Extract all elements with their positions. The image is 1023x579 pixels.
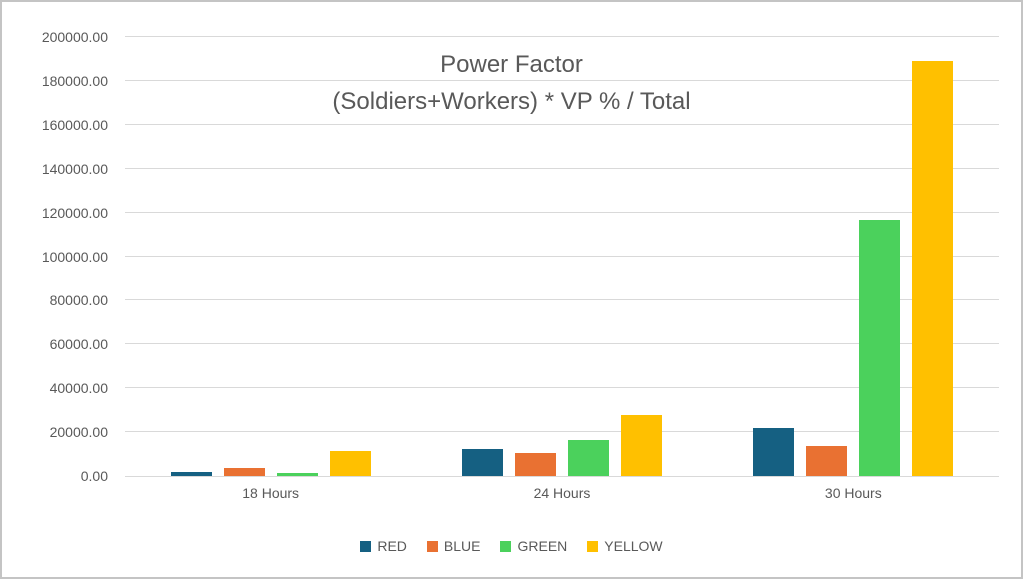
bar-blue-30-hours — [806, 446, 848, 476]
y-tick-label: 200000.00 — [41, 29, 108, 45]
legend-item-yellow: YELLOW — [587, 538, 663, 554]
gridline — [125, 387, 999, 389]
legend-item-blue: BLUE — [426, 538, 481, 554]
legend-label: BLUE — [443, 538, 481, 554]
bar-group-24-hours — [416, 37, 707, 476]
gridline — [125, 476, 999, 477]
gridline — [125, 431, 999, 433]
bar-green-24-hours — [567, 439, 609, 476]
legend-label: RED — [377, 538, 407, 554]
bar-green-30-hours — [859, 220, 901, 476]
y-tick-label: 100000.00 — [41, 248, 108, 265]
legend-swatch-yellow — [587, 540, 599, 552]
x-tick-label: 30 Hours — [824, 485, 882, 501]
y-tick-label: 160000.00 — [41, 116, 108, 133]
gridline — [125, 79, 999, 81]
bar-red-30-hours — [753, 428, 795, 476]
legend-item-red: RED — [360, 538, 407, 554]
gridline — [125, 123, 999, 125]
bar-yellow-30-hours — [912, 61, 954, 476]
bar-yellow-24-hours — [620, 414, 662, 476]
bar-blue-18-hours — [223, 467, 265, 476]
y-tick-label: 80000.00 — [49, 292, 108, 309]
legend-label: GREEN — [517, 538, 568, 554]
y-tick-label: 60000.00 — [49, 336, 108, 353]
gridline — [125, 167, 999, 169]
bar-yellow-18-hours — [329, 451, 371, 476]
bar-red-18-hours — [170, 471, 212, 476]
legend-label: YELLOW — [604, 538, 663, 554]
legend-item-green: GREEN — [500, 538, 567, 554]
y-tick-label: 40000.00 — [49, 380, 108, 397]
bar-group-18-hours — [125, 37, 416, 476]
bar-red-24-hours — [461, 448, 503, 476]
plot-area — [125, 36, 999, 477]
y-tick-label: 180000.00 — [41, 72, 108, 89]
y-tick-label: 0.00 — [80, 468, 108, 484]
y-tick-label: 20000.00 — [49, 424, 108, 441]
gridline — [125, 255, 999, 257]
y-axis: 0.00 20000.00 40000.00 60000.00 80000.00 1000… — [2, 29, 108, 484]
legend-swatch-green — [500, 540, 512, 552]
bar-blue-24-hours — [514, 453, 556, 476]
gridline — [125, 299, 999, 301]
x-tick-label: 18 Hours — [242, 485, 300, 501]
bar-group-30-hours — [708, 37, 999, 476]
legend-swatch-blue — [426, 540, 438, 552]
bar-groups — [125, 37, 999, 476]
gridline — [125, 211, 999, 213]
gridline — [125, 343, 999, 345]
bar-green-18-hours — [276, 472, 318, 476]
gridline — [125, 36, 999, 37]
y-tick-label: 120000.00 — [41, 204, 108, 221]
legend: RED BLUE GREEN YELLOW — [2, 538, 1021, 554]
x-axis: 18 Hours 24 Hours 30 Hours — [125, 485, 999, 501]
x-tick-label: 24 Hours — [533, 485, 591, 501]
y-tick-label: 140000.00 — [41, 160, 108, 177]
legend-swatch-red — [360, 540, 372, 552]
